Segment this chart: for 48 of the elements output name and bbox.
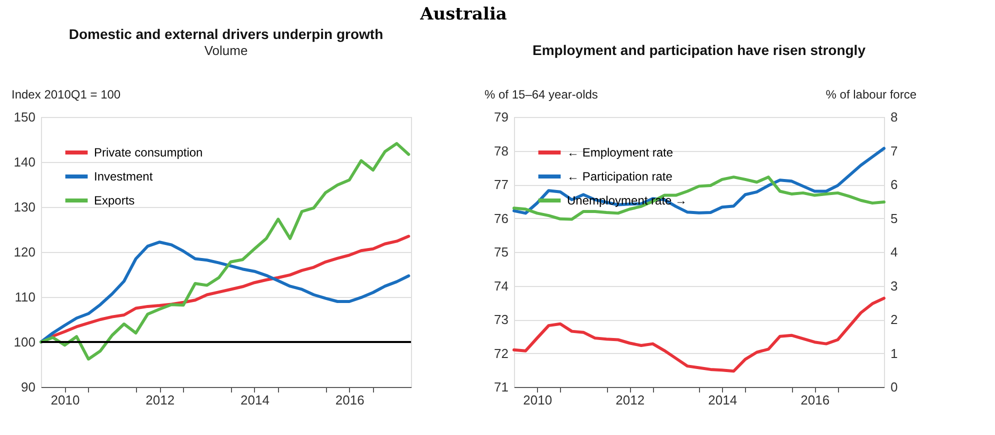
- chart-title: Domestic and external drivers underpin growth: [68, 26, 384, 42]
- x-tick-label: 2010: [50, 392, 80, 408]
- y-tick-label: 78: [494, 143, 508, 158]
- line-series: [40, 142, 410, 361]
- y2-tick-label: 5: [890, 210, 898, 226]
- y-tick-label: 140: [14, 154, 36, 170]
- y-tick-label: 77: [494, 177, 508, 192]
- y2-tick-label: 2: [890, 312, 898, 327]
- legend-label: Investment: [94, 170, 154, 184]
- x-tick-label: 2014: [240, 392, 270, 408]
- y-tick-label: 75: [494, 244, 508, 260]
- line-series: [512, 296, 886, 373]
- legend-label: Exports: [94, 194, 135, 208]
- chart-subtitle: Volume: [204, 43, 248, 58]
- y-tick-label: 90: [21, 380, 36, 394]
- y2-tick-label: 8: [890, 110, 898, 124]
- y2-tick-label: 3: [890, 278, 898, 294]
- y2-axis-title: % of labour force: [826, 88, 917, 102]
- y-tick-label: 150: [14, 110, 36, 124]
- legend-label: ← Employment rate: [567, 146, 674, 160]
- y-tick-label: 72: [494, 346, 508, 361]
- chart-title: Employment and participation have risen strongly: [532, 42, 866, 58]
- text: Australia: [419, 4, 507, 24]
- y2-tick-label: 4: [890, 244, 898, 260]
- y-axis-title: % of 15–64 year-olds: [484, 88, 598, 102]
- y-tick-label: 79: [494, 110, 508, 124]
- y-tick-label: 73: [494, 312, 508, 327]
- y-tick-label: 130: [14, 200, 36, 214]
- x-tick-label: 2010: [523, 392, 552, 408]
- x-tick-label: 2016: [800, 392, 830, 408]
- y-tick-label: 120: [14, 244, 36, 260]
- y2-tick-label: 6: [890, 177, 898, 192]
- y2-tick-label: 1: [890, 346, 898, 361]
- x-tick-label: 2012: [146, 392, 175, 408]
- x-tick-label: 2014: [708, 392, 738, 408]
- line-series: [512, 146, 886, 215]
- legend-label: Private consumption: [94, 146, 203, 160]
- y-tick-label: 76: [494, 210, 508, 226]
- y2-tick-label: 0: [890, 380, 898, 394]
- x-tick-label: 2016: [335, 392, 364, 408]
- y-tick-label: 110: [14, 290, 36, 304]
- y2-tick-label: 7: [890, 143, 898, 158]
- legend-label: ← Participation rate: [567, 170, 673, 184]
- y-axis-title: Index 2010Q1 = 100: [12, 88, 121, 102]
- y-tick-label: 74: [494, 278, 508, 294]
- y-tick-label: 100: [14, 334, 36, 350]
- x-tick-label: 2012: [616, 392, 645, 408]
- y-tick-label: 71: [494, 380, 508, 394]
